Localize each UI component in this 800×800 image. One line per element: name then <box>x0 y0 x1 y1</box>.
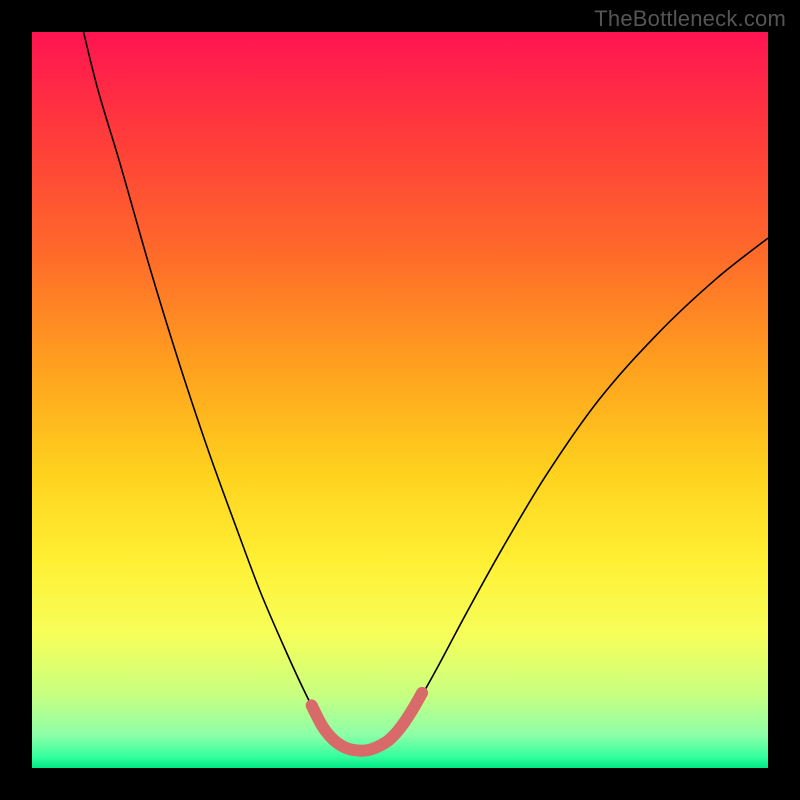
bottleneck-chart <box>0 0 800 800</box>
chart-stage: TheBottleneck.com <box>0 0 800 800</box>
watermark-text: TheBottleneck.com <box>594 6 786 32</box>
plot-background <box>32 32 768 768</box>
